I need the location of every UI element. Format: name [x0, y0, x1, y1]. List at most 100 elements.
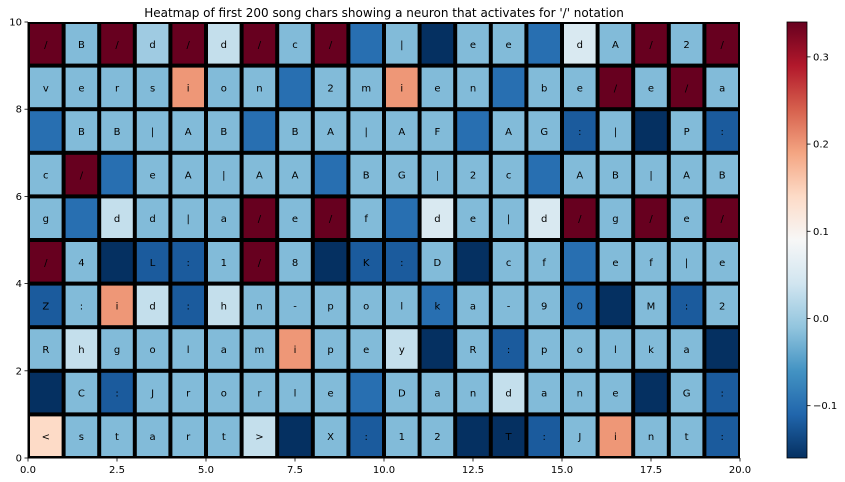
- heatmap-cell: [457, 372, 489, 413]
- heatmap-cell: [314, 111, 347, 151]
- cell-char-label: i: [294, 345, 297, 356]
- heatmap-cell: [670, 198, 703, 238]
- heatmap-cell: [101, 329, 133, 369]
- heatmap-cell: [279, 329, 311, 369]
- cell-char-label: d: [505, 389, 511, 400]
- cell-char-label: a: [150, 432, 156, 443]
- heatmap-cell: [635, 67, 667, 108]
- cell-char-label: f: [649, 258, 653, 269]
- heatmap-cell: [172, 285, 204, 326]
- heatmap-cell: [279, 24, 311, 64]
- cell-char-label: D: [398, 389, 406, 400]
- heatmap-cell: [492, 416, 525, 456]
- cell-char-label: C: [78, 389, 85, 400]
- heatmap-cell: [172, 154, 204, 195]
- heatmap-cell: [101, 198, 133, 238]
- x-tick-label: 2.5: [109, 465, 125, 476]
- cell-char-label: :: [187, 258, 190, 269]
- cell-char-label: /: [44, 40, 48, 51]
- cell-char-label: A: [612, 40, 619, 51]
- heatmap-cell: [421, 372, 454, 413]
- heatmap-cell: [386, 198, 418, 238]
- heatmap-cell: [706, 111, 738, 151]
- heatmap-cell: [30, 111, 62, 151]
- cell-char-label: f: [542, 258, 546, 269]
- colorbar: [786, 21, 808, 459]
- cell-char-label: A: [683, 171, 690, 182]
- heatmap-cell: [208, 416, 240, 456]
- cell-char-label: B: [220, 127, 227, 138]
- heatmap-cell: [599, 329, 632, 369]
- heatmap-cell: [421, 285, 454, 326]
- heatmap-cell: [208, 242, 240, 282]
- heatmap-cell: [208, 329, 240, 369]
- cell-char-label: a: [221, 214, 227, 225]
- heatmap-cell: [706, 329, 738, 369]
- cell-char-label: :: [685, 301, 688, 312]
- chart-title: Heatmap of first 200 song chars showing …: [144, 6, 624, 20]
- cell-char-label: :: [80, 301, 83, 312]
- cell-char-label: d: [541, 214, 547, 225]
- heatmap-cell: [421, 329, 454, 369]
- cell-char-label: e: [470, 214, 476, 225]
- heatmap-cell: [208, 285, 240, 326]
- heatmap-cell: [564, 67, 596, 108]
- cell-char-label: a: [719, 83, 725, 94]
- cell-char-label: o: [221, 389, 227, 400]
- heatmap-cell: [421, 111, 454, 151]
- heatmap-cell: [136, 67, 169, 108]
- heatmap-cell: [243, 198, 276, 238]
- cell-char-label: /: [258, 258, 262, 269]
- heatmap-cell: [172, 24, 204, 64]
- cell-char-label: m: [361, 83, 371, 94]
- heatmap-cell: [30, 416, 62, 456]
- cell-char-label: A: [398, 127, 405, 138]
- heatmap-cell: [599, 416, 632, 456]
- heatmap-cell: [386, 285, 418, 326]
- heatmap-cell: [528, 372, 560, 413]
- heatmap-cell: [386, 67, 418, 108]
- cell-char-label: o: [577, 345, 583, 356]
- cell-char-label: e: [328, 389, 334, 400]
- x-tick-label: 20.0: [729, 465, 751, 476]
- cell-char-label: e: [648, 83, 654, 94]
- heatmap-cell: [492, 24, 525, 64]
- cell-char-label: i: [116, 301, 119, 312]
- heatmap-cell: [30, 329, 62, 369]
- cell-char-label: t: [222, 432, 226, 443]
- heatmap-cell: [172, 67, 204, 108]
- cell-char-label: 1: [221, 258, 227, 269]
- cell-char-label: B: [78, 127, 85, 138]
- heatmap-cell: [706, 67, 738, 108]
- cell-char-label: F: [435, 127, 441, 138]
- cell-char-label: n: [256, 83, 262, 94]
- cell-char-label: /: [329, 40, 333, 51]
- heatmap-cell: [101, 111, 133, 151]
- heatmap-cell: [457, 154, 489, 195]
- cell-char-label: T: [505, 432, 513, 443]
- heatmap-cell: [314, 416, 347, 456]
- heatmap-cell: [564, 111, 596, 151]
- heatmap-cell: [136, 416, 169, 456]
- cell-char-label: d: [149, 301, 155, 312]
- heatmap-cell: [670, 111, 703, 151]
- heatmap-cell: [635, 372, 667, 413]
- heatmap-cell: [279, 242, 311, 282]
- cell-char-label: 1: [399, 432, 405, 443]
- heatmap-cell: [492, 67, 525, 108]
- heatmap-cell: [457, 67, 489, 108]
- cell-char-label: e: [612, 258, 618, 269]
- heatmap-cell: [670, 285, 703, 326]
- heatmap-cell: [136, 329, 169, 369]
- cell-char-label: e: [363, 345, 369, 356]
- cell-char-label: -: [507, 301, 511, 312]
- cell-char-label: /: [685, 83, 689, 94]
- x-tick-label: 0.0: [20, 465, 36, 476]
- heatmap-cell: [314, 242, 347, 282]
- cell-char-label: R: [470, 345, 477, 356]
- heatmap-cell: [670, 67, 703, 108]
- heatmap-cell: [101, 285, 133, 326]
- heatmap-cell: [457, 285, 489, 326]
- heatmap-cell: [599, 24, 632, 64]
